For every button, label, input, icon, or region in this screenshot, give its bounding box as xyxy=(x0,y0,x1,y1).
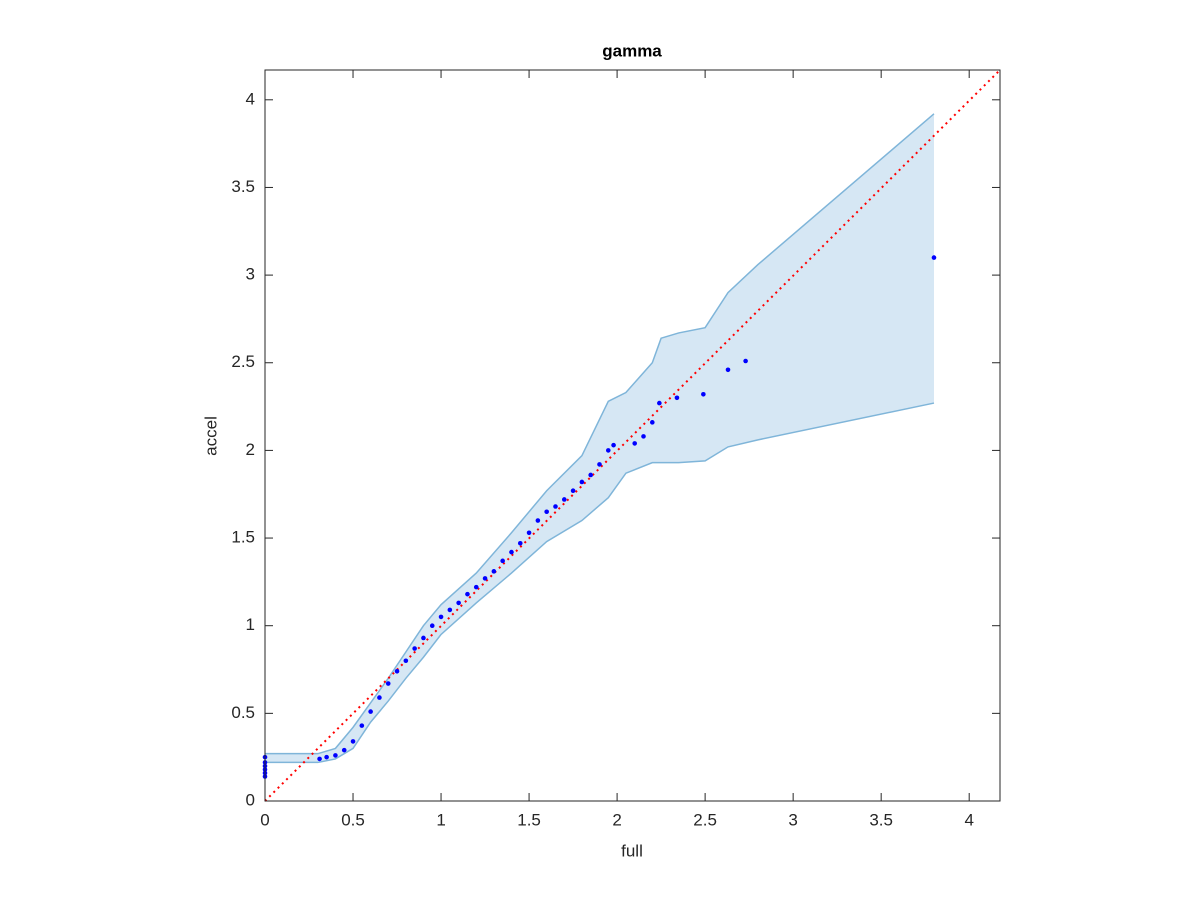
point xyxy=(324,754,329,760)
point xyxy=(657,400,662,406)
point xyxy=(641,434,646,439)
y-tick-label: 0 xyxy=(246,790,255,809)
y-tick-label: 0.5 xyxy=(231,703,255,722)
point xyxy=(605,448,611,453)
band-upper xyxy=(265,113,935,755)
y-axis-label: accel xyxy=(201,416,220,456)
point xyxy=(377,695,382,700)
point xyxy=(341,747,347,753)
point xyxy=(517,541,523,546)
confidence-band xyxy=(265,113,934,763)
point xyxy=(438,614,444,620)
point xyxy=(588,472,593,478)
point xyxy=(650,420,655,425)
point xyxy=(553,504,558,509)
point xyxy=(725,367,731,373)
x-tick-label: 0.5 xyxy=(341,810,365,829)
point xyxy=(535,518,541,523)
point xyxy=(482,576,488,581)
point xyxy=(317,756,322,762)
point xyxy=(701,392,706,397)
x-tick-label: 0 xyxy=(260,810,269,829)
x-tick-label: 2 xyxy=(612,810,621,829)
point xyxy=(456,600,461,606)
point xyxy=(359,723,365,728)
y-tick-label: 3 xyxy=(246,265,255,284)
point xyxy=(544,509,549,515)
x-tick-label: 2.5 xyxy=(693,810,717,829)
x-axis-label: full xyxy=(621,841,643,860)
y-tick-label: 2 xyxy=(246,440,255,459)
y-tick-label: 4 xyxy=(246,89,255,108)
y-tick-label: 3.5 xyxy=(231,177,255,196)
x-tick-label: 3 xyxy=(788,810,797,829)
point xyxy=(473,584,479,590)
point xyxy=(394,668,400,674)
point xyxy=(350,739,356,744)
point xyxy=(674,395,680,401)
point xyxy=(465,591,470,597)
point xyxy=(447,607,453,613)
point xyxy=(500,558,505,564)
y-tick-label: 1 xyxy=(246,615,255,634)
point xyxy=(570,488,576,494)
axes-box xyxy=(264,69,1001,802)
point xyxy=(743,358,748,364)
point xyxy=(611,442,616,448)
point xyxy=(403,658,409,664)
point xyxy=(509,549,514,555)
point xyxy=(579,479,585,485)
x-tick-label: 1.5 xyxy=(517,810,541,829)
point xyxy=(333,753,338,758)
y-tick-label: 1.5 xyxy=(231,528,255,547)
band-lower xyxy=(265,402,935,764)
point xyxy=(429,623,435,629)
point xyxy=(385,681,391,686)
point xyxy=(561,497,567,502)
point xyxy=(412,646,417,651)
chart-title: gamma xyxy=(602,41,662,60)
x-tick-label: 1 xyxy=(436,810,445,829)
point xyxy=(491,569,497,574)
y-tick-label: 2.5 xyxy=(231,352,255,371)
x-tick-label: 3.5 xyxy=(869,810,893,829)
point xyxy=(368,709,373,714)
point xyxy=(632,441,638,446)
point xyxy=(526,530,532,536)
x-tick-label: 4 xyxy=(964,810,973,829)
point xyxy=(597,462,602,467)
point xyxy=(931,255,937,260)
point xyxy=(421,635,426,641)
